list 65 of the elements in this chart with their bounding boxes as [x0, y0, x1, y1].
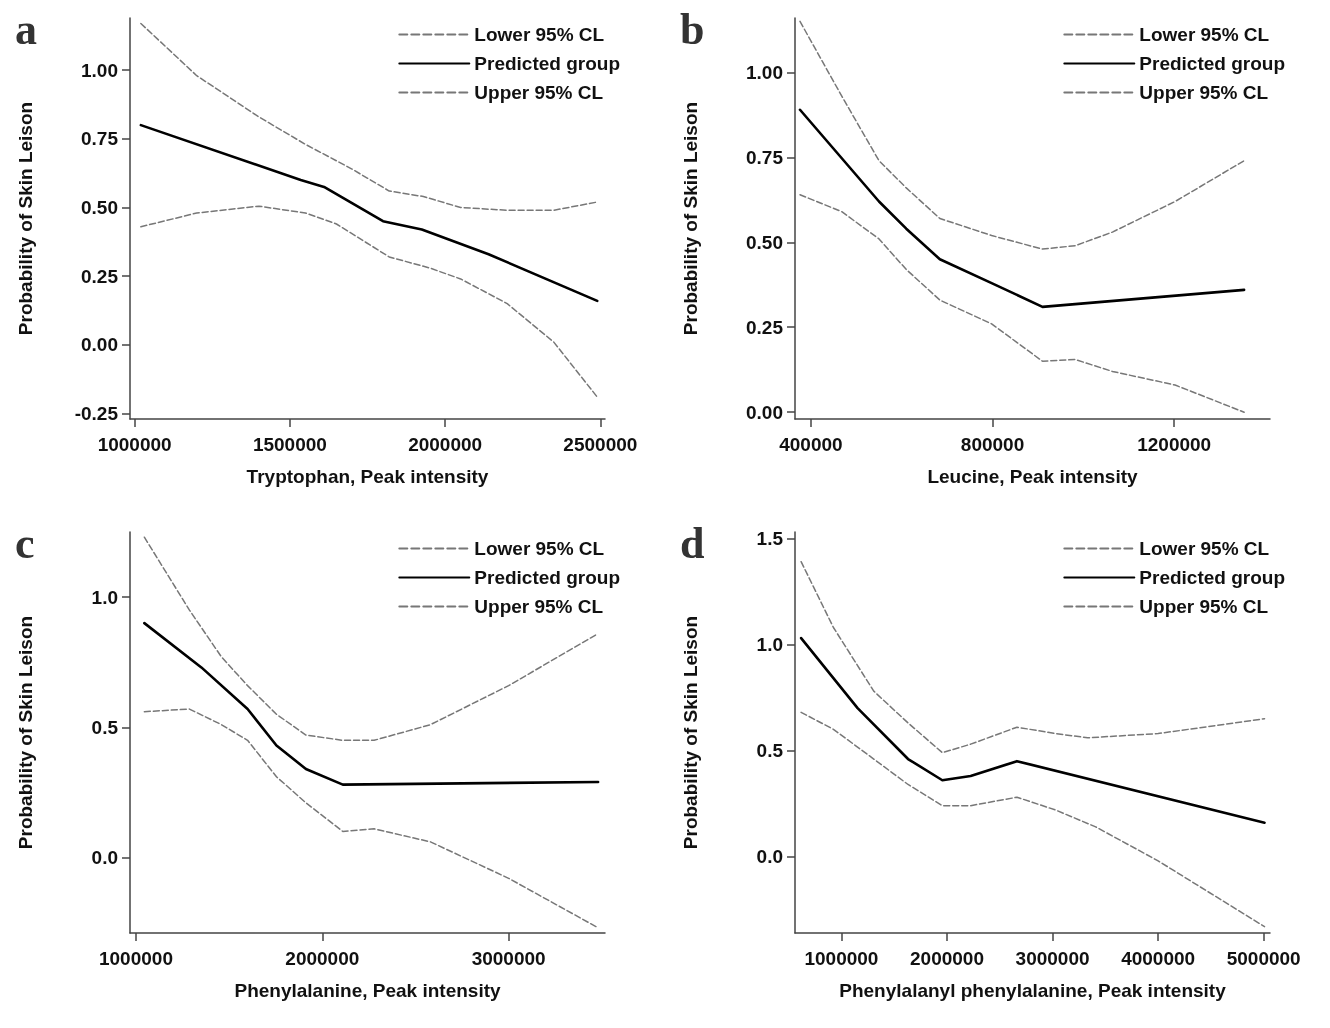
chart-title: c	[15, 518, 35, 568]
y-tick-label: 0.5	[756, 740, 784, 762]
y-tick-label: 1.00	[746, 61, 783, 83]
y-tick-label: 0.00	[81, 334, 118, 356]
legend-label: Lower 95% CL	[1139, 24, 1270, 45]
line-series	[798, 108, 1246, 309]
line-series	[143, 708, 599, 929]
y-tick-label: 0.5	[91, 716, 119, 738]
line-series	[140, 205, 598, 398]
x-tick-label: 2000000	[408, 434, 483, 455]
x-axis-title: Phenylalanine, Peak intensity	[234, 980, 501, 1001]
y-tick-label: 0.25	[81, 265, 119, 287]
legend-label: Upper 95% CL	[474, 596, 604, 617]
legend-label: Lower 95% CL	[474, 538, 605, 559]
x-tick-label: 3000000	[1015, 948, 1090, 969]
legend-label: Predicted group	[1139, 53, 1286, 74]
x-tick-label: 3000000	[471, 948, 546, 969]
y-tick-label: 0.50	[746, 231, 783, 253]
chart-title: d	[680, 518, 705, 568]
legend-label: Predicted group	[474, 567, 621, 588]
x-tick-label: 2000000	[910, 948, 984, 969]
legend-label: Predicted group	[1139, 567, 1286, 588]
y-axis-title: Probability of Skin Leison	[15, 615, 36, 850]
legend-label: Upper 95% CL	[1139, 82, 1269, 103]
x-tick-label: 1000000	[97, 434, 172, 455]
legend-label: Lower 95% CL	[1139, 538, 1270, 559]
line-series	[143, 621, 600, 786]
line-series	[139, 123, 599, 303]
x-tick-label: 1500000	[252, 434, 327, 455]
y-tick-label: 0.50	[81, 197, 118, 219]
y-tick-label: 1.5	[756, 527, 784, 549]
x-tick-label: 5000000	[1226, 948, 1301, 969]
y-tick-label: 0.00	[746, 401, 783, 423]
x-tick-label: 800000	[960, 434, 1025, 455]
y-tick-label: 0.0	[756, 846, 783, 868]
x-axis-title: Phenylalanyl phenylalanine, Peak intensity	[839, 980, 1227, 1001]
y-axis-title: Probability of Skin Leison	[680, 615, 701, 850]
chart-title: b	[680, 4, 705, 54]
y-tick-label: 0.25	[746, 316, 784, 338]
y-tick-label: -0.25	[74, 403, 119, 425]
x-axis-title: Leucine, Peak intensity	[927, 466, 1138, 487]
x-tick-label: 2000000	[285, 948, 360, 969]
line-series	[799, 636, 1266, 824]
y-tick-label: 1.00	[81, 59, 118, 81]
chart-title: a	[15, 4, 37, 54]
x-tick-label: 1000000	[98, 948, 173, 969]
x-tick-label: 2500000	[563, 434, 638, 455]
legend-label: Predicted group	[474, 53, 621, 74]
x-tick-label: 400000	[779, 434, 843, 455]
y-tick-label: 0.75	[81, 128, 119, 150]
y-axis-title: Probability of Skin Leison	[15, 101, 36, 336]
legend-label: Upper 95% CL	[1139, 596, 1269, 617]
y-tick-label: 0.75	[746, 146, 784, 168]
line-series	[799, 193, 1245, 413]
y-tick-label: 1.0	[756, 633, 783, 655]
legend-label: Upper 95% CL	[474, 82, 604, 103]
x-tick-label: 1000000	[804, 948, 879, 969]
legend-label: Lower 95% CL	[474, 24, 605, 45]
x-tick-label: 1200000	[1137, 434, 1212, 455]
line-series	[800, 711, 1266, 928]
x-tick-label: 4000000	[1121, 948, 1196, 969]
x-axis-title: Tryptophan, Peak intensity	[246, 466, 489, 487]
y-tick-label: 0.0	[91, 846, 118, 868]
y-tick-label: 1.0	[91, 586, 118, 608]
y-axis-title: Probability of Skin Leison	[680, 101, 701, 336]
